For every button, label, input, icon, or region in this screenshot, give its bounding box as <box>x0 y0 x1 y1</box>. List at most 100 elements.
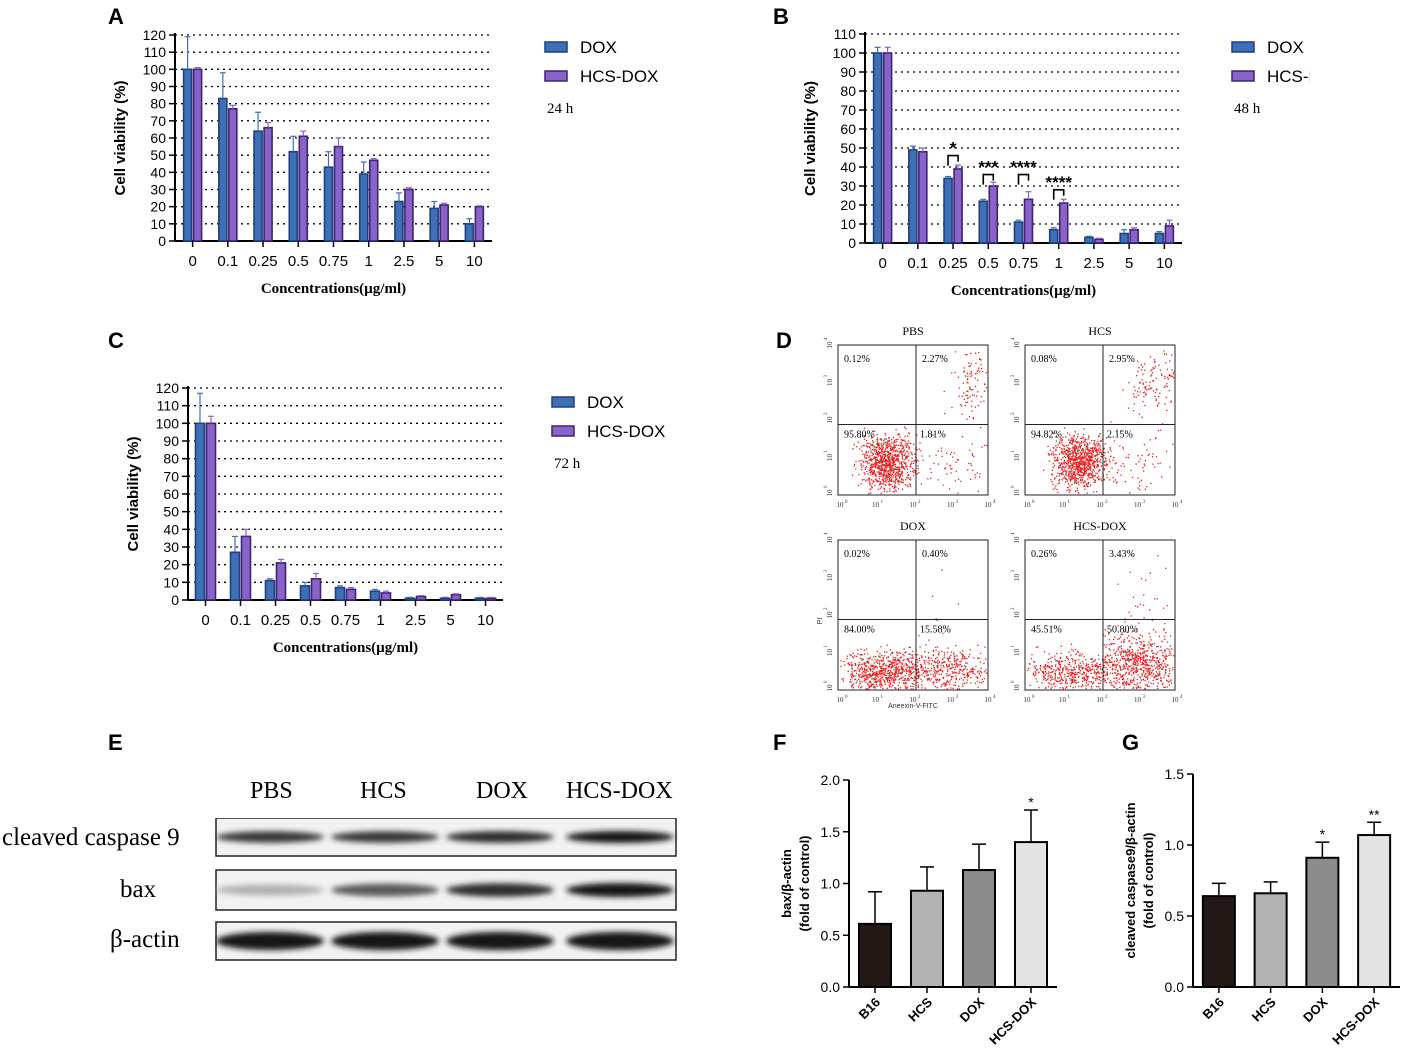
flow-dot <box>861 675 864 677</box>
flow-dot <box>1108 655 1110 657</box>
flow-dot <box>1080 482 1082 484</box>
flow-dot <box>868 459 870 461</box>
flow-dot <box>1089 462 1091 465</box>
flow-dot <box>970 389 973 391</box>
flow-dot <box>935 678 937 680</box>
flow-dot <box>908 442 910 444</box>
flow-dot <box>892 477 894 479</box>
flow-dot <box>895 671 897 674</box>
flow-dot <box>1127 658 1129 660</box>
flow-dot <box>1169 466 1171 468</box>
flow-dot <box>1047 666 1049 668</box>
flow-dot <box>935 646 937 649</box>
flow-dot <box>864 468 866 471</box>
flow-dot <box>918 448 920 450</box>
flow-dot <box>1079 666 1081 668</box>
flow-dot <box>1068 441 1071 444</box>
y-tick-label: 50 <box>163 504 179 520</box>
y-axis-title: Cell viability (%) <box>802 81 819 196</box>
flow-dot <box>933 670 935 672</box>
y-tick-exponent: 4 <box>1011 532 1016 535</box>
flow-dot <box>908 478 910 480</box>
flow-dot <box>870 464 872 466</box>
flow-dot <box>1047 678 1049 680</box>
flow-dot <box>1128 382 1130 384</box>
x-tick-exponent: 4 <box>993 500 996 505</box>
flow-dot <box>879 660 881 662</box>
flow-dot <box>1051 665 1053 667</box>
flow-dot <box>1071 658 1074 660</box>
flow-dot <box>1070 452 1072 455</box>
flow-dot <box>894 468 896 470</box>
flow-dot <box>1096 476 1098 479</box>
flow-dot <box>887 445 889 447</box>
flow-dot <box>1091 455 1093 457</box>
flow-dot <box>1155 631 1157 633</box>
flow-dot <box>888 452 890 454</box>
flow-dot <box>1128 659 1130 661</box>
bar-dox <box>943 177 953 244</box>
x-tick-exponent: 2 <box>918 500 921 505</box>
x-tick-exponent: 2 <box>1105 695 1108 700</box>
flow-dot <box>1140 653 1142 655</box>
flow-dot <box>951 451 953 453</box>
flow-dot <box>1106 668 1108 671</box>
flow-dot <box>1156 646 1158 648</box>
flow-dot <box>1093 475 1095 477</box>
flow-dot <box>1070 462 1072 465</box>
flow-dot <box>887 465 889 467</box>
flow-dot <box>1112 663 1114 665</box>
flow-dot <box>1112 672 1114 674</box>
flow-dot <box>1145 673 1147 675</box>
flow-dot <box>1069 447 1071 450</box>
flow-dot <box>899 436 901 438</box>
flow-dot <box>1140 658 1142 660</box>
flow-dot <box>1112 684 1114 686</box>
flow-dot <box>877 464 879 466</box>
flow-dot <box>939 679 941 681</box>
flow-dot <box>1094 455 1097 457</box>
flow-dot <box>1165 396 1168 399</box>
flow-dot <box>1076 487 1078 489</box>
flow-dot <box>1149 388 1151 390</box>
flow-dot <box>880 439 883 441</box>
flow-dot <box>871 668 874 670</box>
flow-dot <box>1075 457 1078 460</box>
flow-dot <box>1116 481 1118 483</box>
flow-dot <box>1097 459 1099 461</box>
flow-dot <box>882 474 884 476</box>
flow-dot <box>1091 668 1094 670</box>
flow-dot <box>876 471 878 473</box>
flow-dot <box>1106 671 1108 673</box>
flow-dot <box>952 456 954 458</box>
flow-dot <box>1154 438 1157 440</box>
flow-dot <box>966 381 968 384</box>
flow-dot <box>1074 456 1076 458</box>
flow-dot <box>872 472 874 474</box>
flow-dot <box>900 450 902 452</box>
flow-dot <box>895 455 897 458</box>
flow-dot <box>877 659 879 661</box>
flow-dot <box>1078 463 1080 465</box>
flow-dot <box>937 479 939 481</box>
flow-dot <box>1165 671 1167 673</box>
flow-dot <box>1140 687 1142 689</box>
flow-dot <box>903 461 905 463</box>
flow-dot <box>879 678 881 681</box>
flow-dot <box>1143 671 1145 673</box>
flow-dot <box>1077 676 1080 678</box>
flow-dot <box>1116 429 1118 431</box>
flow-dot <box>907 474 909 476</box>
flow-dot <box>903 648 905 650</box>
flow-dot <box>971 394 973 396</box>
flow-dot <box>927 678 929 680</box>
flow-dot <box>1115 682 1117 684</box>
flow-dot <box>879 683 881 685</box>
flow-dot <box>934 675 937 677</box>
flow-dot <box>1071 672 1073 675</box>
flow-dot <box>1061 682 1063 684</box>
flow-dot <box>1158 671 1161 673</box>
flow-dot <box>880 438 882 440</box>
flow-dot <box>1138 461 1140 463</box>
x-tick-label: DOX <box>1300 994 1331 1025</box>
